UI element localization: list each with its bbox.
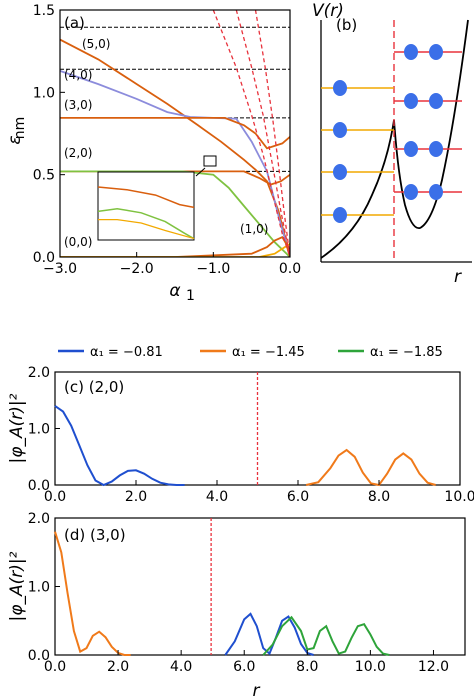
panel-a-xtick-label: 0.0 [279, 261, 301, 277]
panel-a-plot [60, 10, 290, 257]
panel-a-ylabel-sub: nm [12, 117, 28, 140]
panel-d-xtick-label: 12.0 [418, 659, 449, 675]
panel-c-xtick-label: 8.0 [368, 489, 390, 505]
panel-b-label: (b) [336, 16, 357, 34]
panel-d-xtick-label: 4.0 [170, 659, 192, 675]
panel-a-frame [59, 9, 291, 258]
panel-c: 0.0 2.0 4.0 6.0 8.0 10.0 0.0 1.0 2.0 (c) (2,0) |φ_… [7, 365, 474, 505]
panel-c-xtick-label: 4.0 [206, 489, 228, 505]
particle-dot [404, 93, 418, 109]
inset-series-yellow [98, 219, 195, 240]
particle-dot [404, 141, 418, 157]
panel-c-xtick-label: 6.0 [287, 489, 309, 505]
potential-curve [320, 19, 469, 259]
panel-d-xlabel: r [253, 681, 261, 700]
level-label: (3,0) [64, 98, 92, 112]
panel-a-series-7 [212, 10, 290, 257]
panel-a: −3.0 −2.0 −1.0 0.0 0.0 0.5 1.0 1.5 (a) (5,0) (4,0)… [5, 3, 301, 304]
panel-a-ylabel: ε [5, 135, 25, 144]
panel-c-series-1 [305, 448, 436, 487]
panel-a-series-9 [254, 10, 290, 257]
particle-dot [404, 44, 418, 60]
panel-c-ytick-label: 0.0 [28, 478, 50, 494]
panel-c-ytick-label: 1.0 [28, 422, 50, 438]
panel-a-xtick-label: −2.0 [120, 261, 154, 277]
particle-dot [333, 122, 347, 138]
inset-series-orange [97, 186, 195, 209]
legend: α₁ = −0.81 α₁ = −1.45 α₁ = −1.85 [58, 345, 443, 360]
panel-a-xlabel-sub: 1 [186, 288, 195, 304]
level-label: (0,0) [64, 235, 92, 249]
panel-a-xtick-label: −1.0 [196, 261, 230, 277]
panel-d-ytick-label: 0.0 [28, 648, 50, 664]
zoom-marker [203, 155, 217, 167]
panel-d-xtick-label: 6.0 [233, 659, 255, 675]
panel-d: 0.0 2.0 4.0 6.0 8.0 10.0 12.0 0.0 1.0 2.0 (d) (3,0… [7, 511, 466, 700]
panel-a-series-2 [60, 117, 290, 150]
potential-xlabel: r [454, 267, 462, 287]
particle-dot [404, 184, 418, 200]
panel-a-xlabel: α [169, 281, 180, 301]
panel-d-ytick-label: 1.0 [28, 580, 50, 596]
panel-a-series-0 [60, 38, 290, 257]
panel-a-ytick-label: 1.5 [33, 3, 55, 19]
level-label: (1,0) [240, 222, 268, 236]
particle-dot [333, 164, 347, 180]
level-label: (2,0) [64, 146, 92, 160]
panel-d-xtick-label: 8.0 [296, 659, 318, 675]
inset-frame [97, 171, 195, 241]
panel-d-ytick-label: 2.0 [28, 511, 50, 527]
panel-a-label: (a) [64, 14, 85, 32]
panel-b: V(r) r (b) [312, 1, 472, 287]
panel-d-series-0 [54, 531, 131, 656]
particle-dot [429, 184, 443, 200]
legend-label: α₁ = −1.45 [232, 345, 305, 360]
panel-a-ytick-label: 0.5 [33, 168, 55, 184]
panel-c-ylabel: |φ_A(r)|² [7, 393, 27, 463]
panel-a-ytick-label: 0.0 [33, 250, 55, 266]
zoom-connector [195, 167, 206, 177]
panel-a-series-4 [60, 170, 290, 257]
particle-dot [429, 93, 443, 109]
panel-d-xtick-label: 0.0 [44, 659, 66, 675]
panel-c-xtick-label: 2.0 [125, 489, 147, 505]
panel-c-ytick-label: 2.0 [28, 365, 50, 381]
panel-d-xtick-label: 10.0 [355, 659, 386, 675]
potential-ylabel: V(r) [312, 1, 344, 21]
panel-d-ylabel: |φ_A(r)|² [7, 551, 27, 621]
panel-a-xtick-label: −3.0 [43, 261, 77, 277]
legend-label: α₁ = −0.81 [90, 345, 163, 360]
particle-dot [429, 44, 443, 60]
panel-d-label: (d) (3,0) [64, 526, 126, 544]
level-label: (4,0) [64, 68, 92, 82]
particle-dot [333, 80, 347, 96]
legend-label: α₁ = −1.85 [370, 345, 443, 360]
panel-c-xtick-label: 10.0 [444, 489, 474, 505]
particle-dot [333, 207, 347, 223]
panel-c-xtick-label: 0.0 [44, 489, 66, 505]
inset-series-green [97, 207, 195, 240]
panel-c-label: (c) (2,0) [64, 378, 124, 396]
panel-a-series-6 [60, 243, 290, 257]
panel-d-xtick-label: 2.0 [107, 659, 129, 675]
panel-c-series-0 [54, 405, 185, 487]
panel-a-series-8 [235, 10, 290, 257]
panel-d-series-2 [262, 615, 390, 656]
level-label: (5,0) [82, 37, 110, 51]
particle-dot [429, 141, 443, 157]
panel-a-ytick-label: 1.0 [33, 85, 55, 101]
